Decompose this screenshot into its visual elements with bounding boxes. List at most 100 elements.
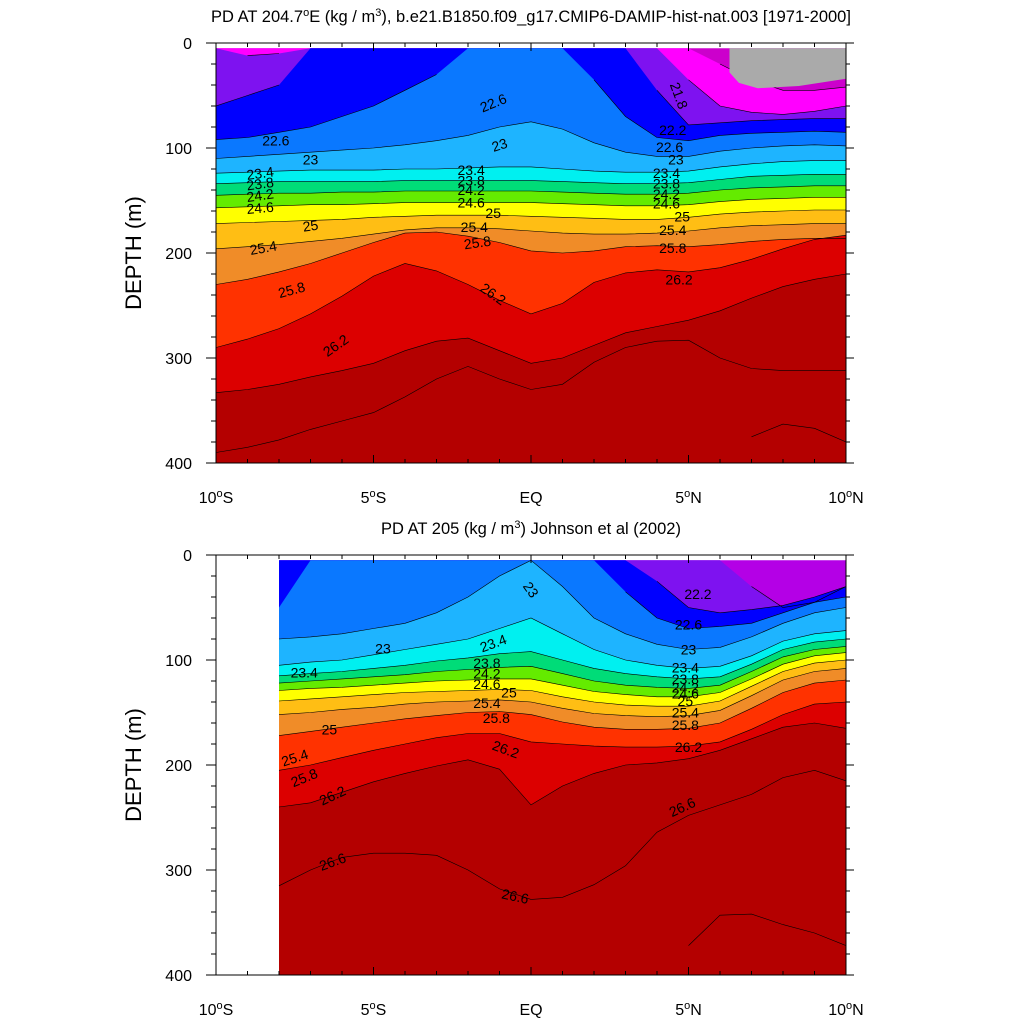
isopycnal-line — [216, 174, 846, 184]
contour-label: 24.6 — [672, 686, 699, 702]
isopycnal-line — [278, 668, 846, 718]
contour-label: 23.8 — [245, 174, 274, 194]
x-tick-label: 10oS — [199, 1000, 234, 1019]
y-tick-label: 300 — [165, 863, 192, 880]
y-tick-label: 0 — [183, 548, 192, 565]
panel-model-ylabel: DEPTH (m) — [121, 196, 146, 310]
missing-data-region — [729, 48, 846, 89]
contour-label: 25.4 — [461, 219, 488, 235]
contour-label: 23.4 — [291, 665, 318, 681]
contour-label: 22.6 — [262, 133, 289, 149]
contour-label: 25.8 — [659, 240, 686, 256]
contour-label: 23.4 — [458, 162, 485, 178]
y-tick-label: 200 — [165, 758, 192, 775]
x-tick-label: 5oS — [361, 1000, 387, 1019]
contour-label: 25.8 — [463, 233, 492, 253]
contour-label: 25.4 — [659, 222, 686, 238]
contour-label: 24.6 — [473, 676, 500, 692]
contour-label: 25.8 — [672, 717, 699, 733]
isopycnal-line — [216, 74, 846, 142]
contour-label: 22.2 — [684, 586, 711, 602]
isopycnal-line — [247, 53, 846, 115]
contour-label: 23 — [668, 152, 684, 168]
isopycnal-line — [751, 423, 846, 443]
contour-label: 24.6 — [246, 199, 275, 217]
y-tick-label: 200 — [165, 246, 192, 263]
panel-model-title: PD AT 204.7oE (kg / m3), b.e21.B1850.f09… — [211, 7, 851, 26]
contour-label: 23.8 — [653, 176, 680, 192]
isopycnal-line — [278, 701, 846, 771]
contour-label: 23.4 — [245, 163, 274, 183]
isopycnal-line — [656, 581, 846, 614]
isopycnal-line — [216, 234, 846, 348]
isopycnal-line — [625, 591, 846, 629]
y-tick-label: 100 — [165, 141, 192, 158]
isopycnal-line — [216, 121, 846, 159]
isopycnal-line — [278, 769, 846, 900]
contour-label: 24.2 — [653, 186, 680, 202]
panel-obs-title: PD AT 205 (kg / m3) Johnson et al (2002) — [381, 519, 681, 538]
contour-label: 24.6 — [653, 196, 680, 212]
isopycnal-line — [216, 185, 846, 196]
isopycnal-line — [278, 646, 846, 689]
contour-label: 26.2 — [675, 739, 702, 755]
contour-label: 24.6 — [458, 195, 485, 211]
density-band — [279, 770, 846, 975]
isopycnal-line — [216, 273, 846, 393]
x-tick-label: 5oN — [675, 1000, 702, 1019]
x-tick-label: 10oN — [828, 1000, 863, 1019]
contour-label: 25.8 — [483, 710, 510, 726]
panel-obs-ticks: 10oS 5oS EQ 5oN 10oN 0 100 200 300 400 — [165, 548, 863, 1019]
panel-obs-ylabel: DEPTH (m) — [121, 708, 146, 822]
contour-label: 24.2 — [473, 666, 500, 682]
contour-label: 23.8 — [672, 671, 699, 687]
isopycnal-line — [278, 659, 846, 707]
contour-label: 25.4 — [672, 705, 699, 721]
isopycnal-line — [216, 160, 846, 174]
y-tick-label: 0 — [183, 36, 192, 53]
contour-label: 24.2 — [458, 182, 485, 198]
y-tick-label: 100 — [165, 653, 192, 670]
x-tick-label: 10oN — [828, 488, 863, 507]
contour-label: 25.8 — [276, 278, 307, 301]
isopycnal-line — [751, 586, 846, 608]
isopycnal-line — [216, 339, 846, 453]
contour-label: 23 — [303, 152, 319, 168]
contour-label: 26.2 — [665, 271, 692, 287]
contour-label: 26.6 — [500, 886, 530, 907]
contour-label: 25 — [674, 208, 690, 224]
contour-label: 25.4 — [248, 237, 278, 258]
contour-label: 25 — [678, 693, 694, 709]
contour-label: 23 — [681, 642, 697, 658]
contour-label: 25 — [501, 685, 517, 701]
contour-label: 23.8 — [458, 173, 485, 189]
x-tick-label: 5oS — [361, 488, 387, 507]
isopycnal-line — [216, 231, 846, 285]
contour-label: 25 — [485, 205, 501, 221]
isopycnal-line — [688, 913, 846, 946]
contour-label: 23.4 — [653, 165, 680, 181]
panel-obs: PD AT 205 (kg / m3) Johnson et al (2002)… — [121, 519, 864, 1019]
y-tick-label: 400 — [165, 456, 192, 473]
contour-label: 23.4 — [672, 659, 699, 675]
contour-label: 25 — [322, 721, 338, 737]
isopycnal-line — [278, 722, 846, 808]
x-tick-label: 5oN — [675, 488, 702, 507]
isopycnal-line — [278, 652, 846, 698]
x-tick-label: EQ — [519, 1002, 542, 1019]
contour-label: 24.2 — [245, 185, 274, 205]
x-tick-label: EQ — [519, 490, 542, 507]
panel-model-contours — [216, 48, 846, 463]
contour-label: 23 — [375, 640, 391, 656]
density-band — [279, 914, 846, 975]
panel-model-ticks: 10oS 5oS EQ 5oN 10oN 0 100 200 300 400 — [165, 36, 863, 507]
contour-label: 24.2 — [672, 679, 699, 695]
isopycnal-line — [216, 84, 846, 126]
contour-label: 22.6 — [675, 616, 702, 632]
isopycnal-line — [278, 638, 846, 680]
isopycnal-line — [278, 559, 846, 650]
panel-obs-contours — [278, 559, 846, 975]
y-tick-label: 400 — [165, 968, 192, 985]
panel-model: PD AT 204.7oE (kg / m3), b.e21.B1850.f09… — [121, 7, 864, 507]
